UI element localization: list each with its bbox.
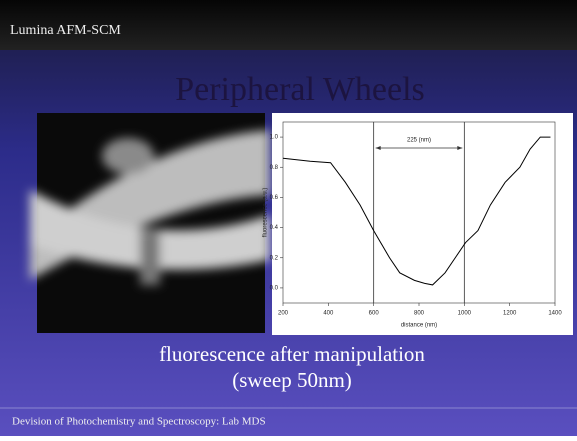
y-tick-label: 1.0 (270, 135, 279, 141)
data-line (282, 136, 551, 286)
footer-text: Devision of Photochemistry and Spectrosc… (12, 416, 266, 428)
x-tick-label: 200 (278, 311, 289, 317)
slide-title: Peripheral Wheels (175, 71, 425, 108)
y-axis-label: fluorescence (a.u.) (263, 188, 269, 238)
x-tick-label: 1400 (548, 311, 562, 317)
x-tick-label: 800 (414, 311, 425, 317)
microscope-image (30, 113, 270, 333)
x-tick-label: 1000 (458, 311, 472, 317)
y-tick-label: 0.4 (270, 225, 279, 231)
chart: 200 400 600 800 1000 1200 1400 0.0 0.2 0.4 0.6 0.8 1… (263, 121, 562, 329)
chart-panel (272, 113, 573, 335)
x-tick-label: 400 (323, 311, 334, 317)
y-tick-label: 0.8 (270, 165, 279, 171)
x-tick-label: 1200 (503, 311, 517, 317)
annotation: 225 (nm) (407, 138, 431, 144)
x-tick-label: 600 (369, 311, 380, 317)
y-tick-label: 0.0 (270, 285, 279, 291)
caption-line: (sweep 50nm) (232, 368, 352, 392)
y-tick-label: 0.6 (270, 195, 279, 201)
header-bar (0, 0, 577, 50)
caption-line: fluorescence after manipulation (159, 342, 425, 366)
header-label: Lumina AFM-SCM (10, 23, 121, 38)
y-tick-label: 0.2 (270, 255, 279, 261)
x-axis-label: distance (nm) (401, 323, 437, 329)
